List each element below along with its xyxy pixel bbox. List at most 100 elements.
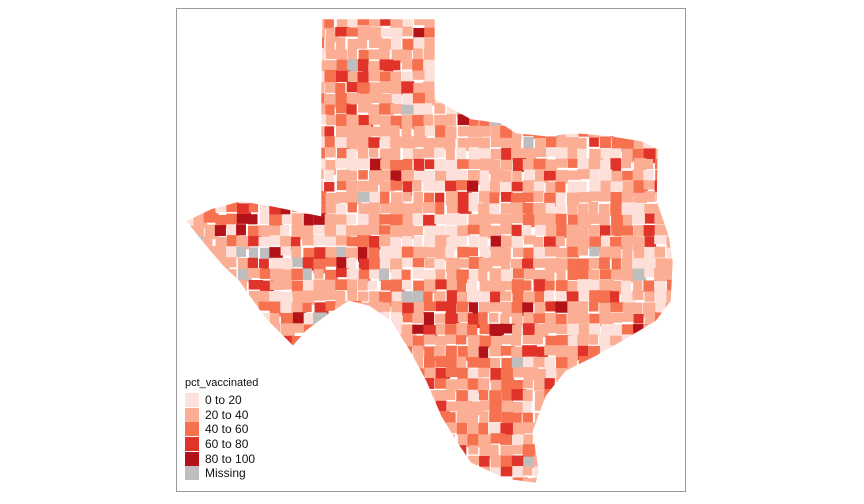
county-cell: [621, 466, 632, 479]
county-cell: [478, 60, 493, 75]
county-cell: [654, 115, 665, 127]
county-cell: [192, 60, 204, 72]
county-cell: [665, 213, 673, 226]
county-cell: [193, 70, 205, 82]
county-cell: [258, 49, 272, 60]
county-cell: [457, 455, 467, 465]
county-cell: [533, 334, 544, 345]
county-cell: [270, 346, 282, 361]
county-cell: [335, 456, 349, 468]
county-cell: [567, 158, 578, 168]
county-cell: [643, 445, 656, 455]
county-cell: [380, 401, 395, 416]
county-cell: [599, 59, 613, 71]
county-cell: [678, 126, 687, 136]
county-cell: [401, 291, 413, 306]
county-cell: [633, 192, 647, 204]
county-cell: [302, 290, 315, 305]
county-cell: [368, 378, 380, 393]
county-cell: [467, 334, 483, 348]
county-cell: [203, 59, 217, 71]
county-cell: [424, 279, 437, 294]
county-cell: [489, 19, 502, 27]
county-cell: [512, 268, 527, 279]
county-cell: [204, 180, 215, 194]
county-cell: [192, 279, 207, 293]
county-cell: [589, 400, 599, 413]
county-cell: [357, 434, 368, 445]
county-cell: [423, 48, 436, 62]
county-cell: [280, 225, 290, 240]
county-cell: [632, 114, 643, 126]
county-cell: [347, 59, 359, 72]
county-cell: [424, 478, 438, 483]
county-cell: [314, 411, 327, 422]
county-cell: [358, 445, 373, 461]
county-cell: [424, 301, 437, 312]
county-cell: [303, 335, 314, 348]
county-cell: [622, 214, 633, 229]
county-cell: [269, 280, 285, 291]
county-cell: [281, 169, 295, 184]
county-cell: [324, 70, 338, 83]
county-cell: [193, 302, 208, 316]
county-cell: [269, 335, 284, 345]
county-cell: [258, 236, 274, 247]
county-cell: [457, 137, 470, 152]
county-cell: [215, 247, 227, 260]
county-cell: [390, 258, 403, 273]
county-cell: [479, 455, 490, 470]
county-cell: [678, 478, 687, 492]
county-cell: [545, 103, 559, 114]
county-cell: [259, 181, 271, 192]
county-cell: [380, 246, 392, 259]
county-cell: [214, 93, 226, 104]
county-cell: [412, 92, 426, 104]
county-cell: [259, 214, 269, 225]
county-cell: [424, 225, 438, 239]
county-cell: [313, 213, 327, 226]
county-cell: [325, 114, 339, 126]
county-cell: [379, 214, 393, 225]
county-cell: [324, 82, 338, 93]
county-cell: [259, 379, 273, 393]
county-cell: [489, 180, 501, 196]
county-cell: [302, 279, 315, 295]
county-cell: [314, 147, 326, 159]
county-cell: [390, 379, 404, 394]
county-cell: [621, 356, 631, 371]
county-cell: [468, 159, 481, 169]
county-cell: [226, 59, 237, 70]
county-cell: [379, 93, 393, 105]
county-cell: [511, 357, 524, 369]
county-cell: [555, 313, 567, 325]
county-cell: [258, 137, 270, 147]
county-cell: [500, 159, 513, 171]
county-cell: [302, 433, 314, 446]
county-cell: [192, 126, 207, 138]
county-cell: [567, 345, 579, 361]
county-cell: [600, 159, 610, 172]
county-cell: [599, 257, 610, 270]
county-cell: [545, 455, 561, 467]
county-cell: [369, 82, 383, 96]
county-cell: [490, 71, 502, 82]
county-cell: [644, 356, 657, 370]
county-cell: [676, 82, 687, 97]
county-cell: [226, 114, 242, 128]
county-cell: [186, 181, 195, 193]
county-cell: [479, 335, 493, 349]
county-cell: [390, 19, 404, 29]
county-cell: [215, 214, 230, 228]
county-cell: [259, 192, 270, 202]
county-cell: [236, 38, 250, 49]
county-cell: [357, 38, 368, 49]
county-cell: [621, 159, 632, 169]
county-cell: [544, 93, 556, 107]
county-cell: [621, 367, 634, 379]
county-cell: [412, 268, 425, 279]
county-cell: [402, 423, 415, 435]
county-cell: [314, 202, 327, 214]
county-cell: [325, 389, 338, 405]
county-cell: [666, 247, 673, 259]
